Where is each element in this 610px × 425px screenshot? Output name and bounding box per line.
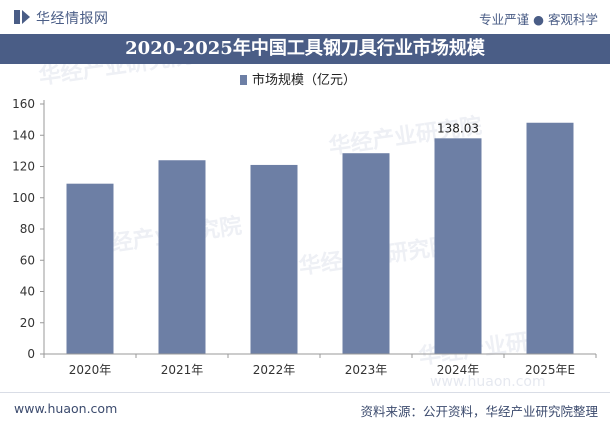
x-tick-label-4: 2024年 (437, 363, 480, 377)
bar-5 (526, 122, 574, 354)
header-bar: 华经情报网 专业严谨 ● 客观科学 (0, 0, 610, 34)
x-axis: 2020年 2021年 2022年 2023年 2024年 2025年E (43, 353, 597, 377)
chart-legend: 市场规模（亿元） (240, 72, 356, 88)
brand-logo-icon (14, 10, 30, 24)
watermark-text-0: 华经产业研究院 (37, 64, 193, 90)
x-tick-label-3: 2023年 (345, 363, 388, 377)
bar-chart: 华经产业研究院华经产业研究院华经产业研究院华经产业研究院华经产业研究院www.h… (12, 64, 597, 390)
bar-0 (66, 183, 114, 354)
y-tick-label-120: 120 (12, 160, 35, 174)
y-tick-label-80: 80 (20, 222, 35, 236)
y-tick-label-40: 40 (20, 285, 35, 299)
y-tick-label-160: 160 (12, 97, 35, 111)
tagline: 专业严谨 ● 客观科学 (479, 12, 598, 27)
x-tick-label-2: 2022年 (253, 363, 296, 377)
bars-layer: 138.03 (66, 121, 574, 354)
y-tick-label-60: 60 (20, 253, 35, 267)
bar-3 (342, 153, 390, 354)
brand-name: 华经情报网 (36, 11, 109, 27)
bar-1 (158, 160, 206, 354)
x-tick-label-1: 2021年 (161, 363, 204, 377)
watermark-layer: 华经产业研究院华经产业研究院华经产业研究院华经产业研究院华经产业研究院www.h… (37, 64, 573, 390)
footer-bar: www.huaon.com 资料来源：公开资料，华经产业研究院整理 (0, 392, 610, 425)
footer-site: www.huaon.com (14, 401, 118, 416)
bar-2 (250, 164, 298, 354)
y-tick-label-0: 0 (27, 347, 35, 361)
chart-title: 2020-2025年中国工具钢刀具行业市场规模 (0, 34, 610, 64)
legend-swatch (240, 75, 247, 85)
y-tick-label-20: 20 (20, 316, 35, 330)
watermark-url: www.huaon.com (430, 374, 546, 390)
data-label-4: 138.03 (437, 121, 479, 135)
x-tick-label-0: 2020年 (69, 363, 112, 377)
y-tick-label-100: 100 (12, 191, 35, 205)
data-source: 资料来源：公开资料，华经产业研究院整理 (360, 404, 598, 419)
y-tick-label-140: 140 (12, 128, 35, 142)
x-tick-label-5: 2025年E (525, 363, 575, 377)
bar-4 (434, 138, 482, 354)
legend-label: 市场规模（亿元） (252, 72, 356, 88)
y-axis: 0 20 40 60 80 100 120 140 160 (12, 97, 45, 361)
